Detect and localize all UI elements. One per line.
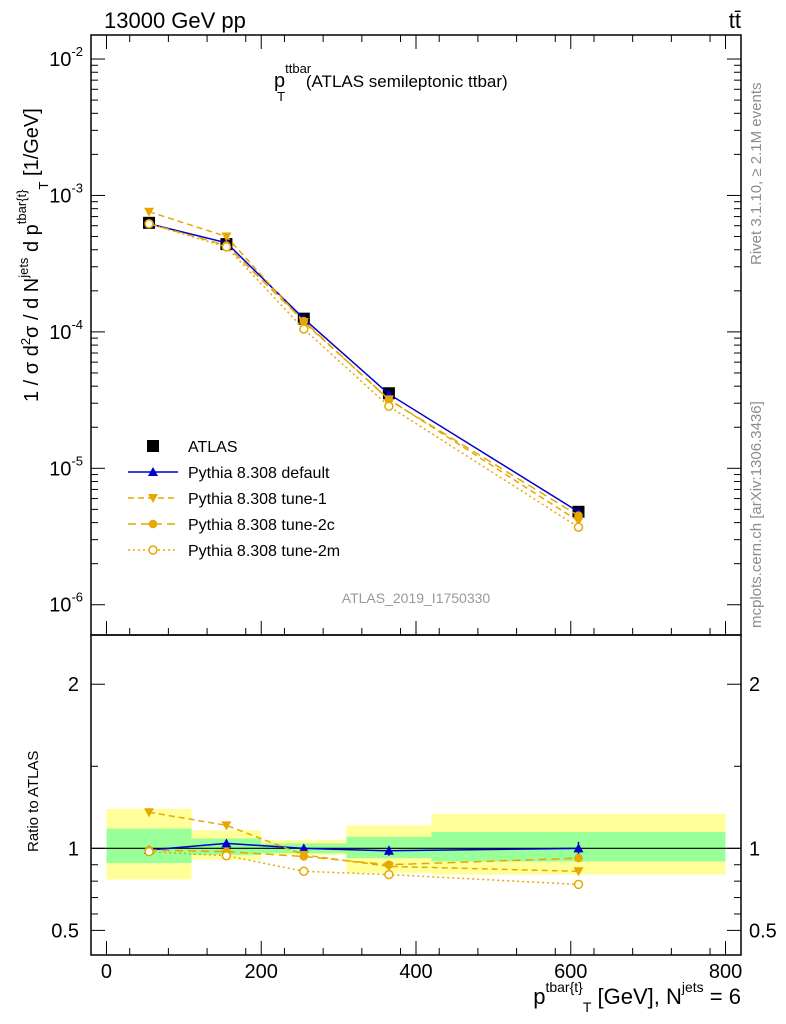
main-point-tune2c-2 (299, 316, 309, 326)
title-sub: T (277, 89, 285, 104)
main-point-tune2c-4 (574, 511, 583, 520)
x-tick-label: 0 (101, 961, 112, 983)
ratio-point-tune2c-4 (574, 853, 583, 863)
ratio-ylabel: Ratio to ATLAS (25, 751, 42, 852)
legend-label-default: Pythia 8.308 default (188, 465, 330, 482)
ratio-point-tune2m-3 (384, 869, 394, 880)
axis-ticks: 0 200 400 600 800 10-6 10-5 10-4 10-3 10-2 0.5 0.5 1… (49, 35, 777, 983)
x-tick-label: 600 (554, 961, 587, 983)
ratio-point-tune2m-0 (144, 846, 154, 857)
main-point-tune2m-1 (221, 242, 232, 252)
y-tick-label: 10-2 (49, 44, 83, 71)
ratio-tick-label-right: 2 (749, 674, 760, 696)
legend-marker-default (148, 467, 158, 476)
main-point-tune1-4 (573, 517, 584, 527)
legend-label-tune1: Pythia 8.308 tune-1 (188, 491, 327, 508)
ratio-point-tune2m-2 (299, 866, 309, 877)
x-tick-label: 200 (245, 961, 278, 983)
legend-label-data: ATLAS (188, 439, 238, 456)
ratio-point-default-3 (383, 845, 394, 855)
y-tick-label: 10-4 (49, 317, 83, 344)
series-layer (143, 207, 585, 532)
legend-marker-tune1 (148, 494, 158, 503)
ratio-layer (144, 808, 584, 890)
uncertainty-bands (106, 808, 726, 880)
ratio-point-tune1-0 (144, 808, 155, 818)
ratio-point-default-2 (298, 843, 309, 853)
ratio-frame (90, 634, 742, 956)
title-sup: ttbar (285, 61, 312, 76)
ratio-point-tune1-4 (573, 867, 584, 877)
ratio-point-default-1 (221, 838, 232, 848)
main-line-tune1 (148, 210, 579, 522)
legend-marker-data (147, 440, 159, 452)
x-axis-label: ptbar{t}T [GeV], Njets = 6 (533, 979, 741, 1015)
ratio-tick-label-left: 2 (68, 674, 79, 696)
legend-label-tune2c: Pythia 8.308 tune-2c (188, 517, 335, 534)
legend: ATLAS Pythia 8.308 default Pythia 8.308 tu… (128, 439, 340, 560)
main-point-tune2m-2 (299, 324, 309, 334)
y-tick-label: 10-5 (49, 453, 83, 480)
energy-label: 13000 GeV pp (104, 8, 246, 33)
y-tick-label: 10-6 (49, 590, 83, 617)
x-tick-label: 400 (399, 961, 432, 983)
title-p: p (274, 70, 285, 92)
main-point-tune2c-3 (384, 395, 394, 405)
main-point-tune2m-3 (384, 401, 394, 412)
y-tick-label: 10-3 (49, 180, 83, 207)
main-point-tune2m-4 (573, 522, 584, 532)
ratio-point-tune1-1 (221, 821, 232, 831)
ratio-point-tune2c-2 (299, 852, 309, 861)
x-tick-label: 800 (709, 961, 742, 983)
rivet-label: Rivet 3.1.10, ≥ 2.1M events (748, 83, 765, 266)
mcplots-label: mcplots.cern.ch [arXiv:1306.3436] (748, 401, 765, 628)
ratio-tick-label-left: 1 (68, 838, 79, 860)
legend-label-tune2m: Pythia 8.308 tune-2m (188, 543, 340, 560)
ratio-tick-label-right: 0.5 (749, 920, 777, 942)
legend-marker-tune2m (148, 545, 158, 555)
main-title: pttbar T (ATLAS semileptonic ttbar) (274, 61, 508, 104)
ratio-line-tune2c (149, 849, 579, 866)
main-point-tune1-0 (144, 207, 155, 217)
process-label: tt̄ (729, 8, 741, 33)
ratio-tick-label-right: 1 (749, 838, 760, 860)
ratio-point-tune2m-4 (573, 879, 584, 890)
main-point-tune2m-0 (144, 219, 154, 229)
legend-marker-tune2c (148, 519, 158, 529)
ratio-point-default-4 (573, 843, 584, 853)
ratio-point-tune2m-1 (221, 850, 232, 861)
ratio-tick-label-left: 0.5 (51, 920, 79, 942)
title-rest: (ATLAS semileptonic ttbar) (301, 72, 508, 91)
main-point-tune1-1 (221, 232, 232, 242)
ratio-point-tune2c-3 (384, 860, 394, 869)
main-ylabel: 1 / σ d2σ / d Njets d ptbar{t}T [1/GeV] (14, 108, 51, 402)
analysis-watermark: ATLAS_2019_I1750330 (342, 590, 491, 606)
